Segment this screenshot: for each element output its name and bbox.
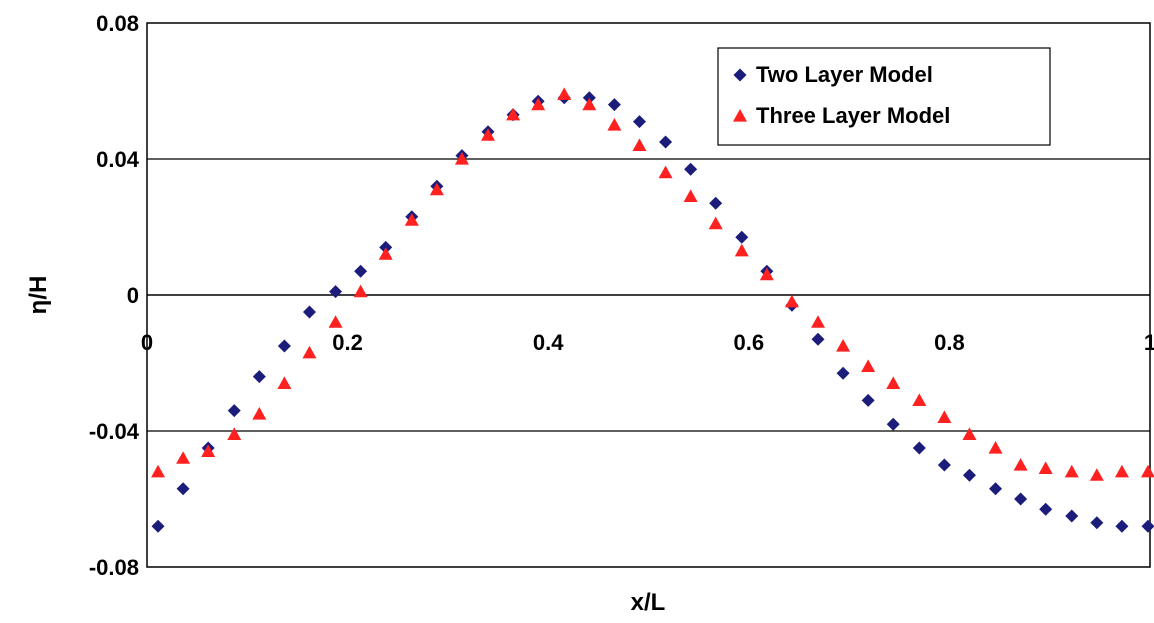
data-point (1013, 458, 1028, 471)
x-tick-labels: 0 0.2 0.4 0.6 0.8 1 (141, 330, 1154, 355)
data-point (151, 519, 165, 533)
x-tick-label: 0.4 (533, 330, 564, 355)
x-tick-label: 0 (141, 330, 153, 355)
data-point (302, 345, 317, 359)
data-point (481, 128, 496, 141)
gridlines (147, 158, 1150, 432)
x-tick-label: 0.6 (734, 330, 765, 355)
data-point (861, 359, 876, 372)
y-axis-title: η/H (25, 276, 52, 315)
data-point (506, 107, 521, 121)
data-point (709, 196, 723, 210)
data-point (937, 458, 951, 472)
data-point (176, 482, 190, 496)
x-axis-title: x/L (631, 589, 666, 616)
data-points (151, 87, 1154, 533)
data-point (557, 87, 572, 100)
legend-label-two-layer: Two Layer Model (756, 62, 933, 87)
data-point (759, 267, 774, 281)
data-point (252, 407, 267, 420)
data-point (861, 393, 875, 407)
data-point (811, 332, 825, 346)
data-point (632, 138, 647, 151)
data-point (912, 393, 927, 406)
x-tick-label: 0.2 (332, 330, 363, 355)
data-point (1038, 461, 1053, 474)
legend-marker-two-layer (733, 68, 747, 82)
data-point (1014, 492, 1028, 506)
data-point (353, 284, 368, 298)
data-point (735, 230, 749, 244)
data-point (302, 305, 316, 319)
data-point (151, 464, 166, 478)
legend-box (717, 47, 1051, 146)
data-point (937, 410, 952, 423)
data-point (607, 118, 622, 131)
legend-marker (733, 109, 747, 122)
data-point (988, 441, 1003, 454)
data-point (354, 264, 368, 278)
data-point (836, 339, 851, 352)
data-point (836, 366, 850, 380)
data-point (886, 417, 900, 431)
data-point (912, 441, 926, 455)
legend-label-three-layer: Three Layer Model (756, 103, 950, 128)
y-tick-label: 0.04 (96, 147, 140, 172)
data-point (1090, 516, 1104, 530)
data-point (708, 216, 723, 230)
y-tick-label: 0 (127, 283, 139, 308)
data-point (252, 370, 266, 384)
data-point (684, 162, 698, 176)
data-point (886, 376, 901, 389)
legend: Two Layer Model Three Layer Model (717, 47, 1051, 146)
data-point (1039, 502, 1053, 516)
x-tick-label: 1 (1144, 330, 1154, 355)
data-point (1065, 509, 1079, 523)
data-point (1140, 464, 1154, 478)
data-point (201, 444, 216, 457)
data-point (658, 165, 673, 179)
data-point (607, 98, 621, 112)
data-point (454, 152, 469, 165)
y-tick-labels: 0.08 0.04 0 -0.04 -0.08 (89, 11, 140, 580)
data-point (277, 339, 291, 353)
data-point (1114, 464, 1129, 478)
data-point (962, 427, 977, 440)
series-three-layer (151, 87, 1154, 481)
legend-marker (733, 68, 747, 82)
data-point (227, 427, 242, 440)
legend-marker-three-layer (733, 109, 747, 122)
data-point (811, 315, 826, 328)
data-point (378, 247, 393, 260)
data-point (1141, 519, 1154, 533)
data-point (329, 285, 343, 299)
data-point (659, 135, 673, 149)
y-tick-label: 0.08 (96, 11, 139, 36)
x-tick-label: 0.8 (934, 330, 965, 355)
data-point (1064, 464, 1079, 478)
data-point (404, 213, 419, 226)
data-point (734, 243, 749, 257)
data-point (632, 115, 646, 129)
data-point (277, 376, 292, 389)
data-point (683, 189, 698, 202)
data-point (227, 404, 241, 418)
data-point (531, 97, 546, 111)
data-point (328, 315, 343, 328)
data-point (962, 468, 976, 482)
series-two-layer (151, 91, 1154, 533)
data-point (784, 294, 799, 308)
data-point (429, 182, 444, 196)
y-tick-label: -0.08 (89, 555, 139, 580)
y-tick-label: -0.04 (89, 419, 140, 444)
data-point (1115, 519, 1129, 533)
data-point (582, 97, 597, 111)
data-point (1089, 468, 1104, 481)
data-point (176, 451, 191, 464)
data-point (989, 482, 1003, 496)
